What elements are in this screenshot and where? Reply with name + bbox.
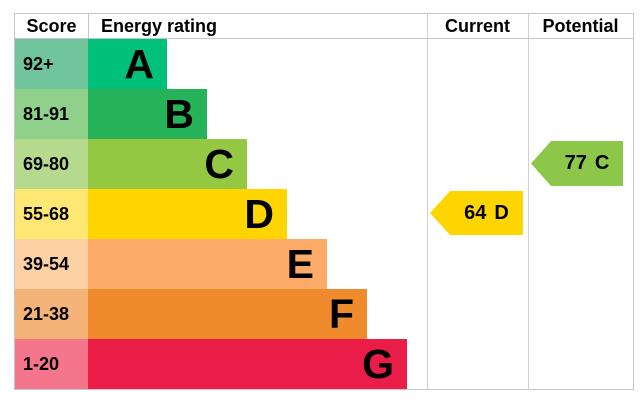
current-rating-arrow: 64 D xyxy=(430,191,523,235)
energy-rating-column-header: Energy rating xyxy=(101,16,218,36)
band-bar-b: B xyxy=(88,89,207,139)
band-score-f: 21-38 xyxy=(15,289,88,339)
band-score-b: 81-91 xyxy=(15,89,88,139)
potential-column-header: Potential xyxy=(542,16,619,36)
score-column-header: Score xyxy=(26,16,77,36)
band-bar-f: F xyxy=(88,289,367,339)
band-bar-g: G xyxy=(88,339,407,389)
band-row-d: 55-68 D xyxy=(15,189,633,239)
current-rating-value: 64 xyxy=(464,201,487,224)
band-row-c: 69-80 C xyxy=(15,139,633,189)
band-score-e: 39-54 xyxy=(15,239,88,289)
band-score-g: 1-20 xyxy=(15,339,88,389)
current-rating-band: D xyxy=(494,201,509,224)
band-score-d: 55-68 xyxy=(15,189,88,239)
band-score-c: 69-80 xyxy=(15,139,88,189)
band-row-b: 81-91 B xyxy=(15,89,633,139)
potential-rating-band: C xyxy=(594,152,610,174)
band-bar-d: D xyxy=(88,189,287,239)
band-row-a: 92+ A xyxy=(15,39,633,89)
header-divider-line xyxy=(88,14,89,39)
epc-rating-chart: Score Energy rating Current Potential 92… xyxy=(14,13,634,390)
potential-rating-arrow: 77 C xyxy=(531,141,623,186)
band-bar-c: C xyxy=(88,139,247,189)
band-row-f: 21-38 F xyxy=(15,289,633,339)
current-column-separator xyxy=(427,14,428,389)
chart-header-row: Score Energy rating Current Potential xyxy=(15,14,633,39)
band-row-e: 39-54 E xyxy=(15,239,633,289)
band-score-a: 92+ xyxy=(15,39,88,89)
band-rows: 92+ A 81-91 B 69-80 C 55-68 D 39-54 E 21… xyxy=(15,39,633,389)
band-bar-a: A xyxy=(88,39,167,89)
band-bar-e: E xyxy=(88,239,327,289)
potential-rating-value: 77 xyxy=(564,152,587,174)
band-row-g: 1-20 G xyxy=(15,339,633,389)
potential-column-separator xyxy=(528,14,529,389)
current-column-header: Current xyxy=(444,16,510,36)
